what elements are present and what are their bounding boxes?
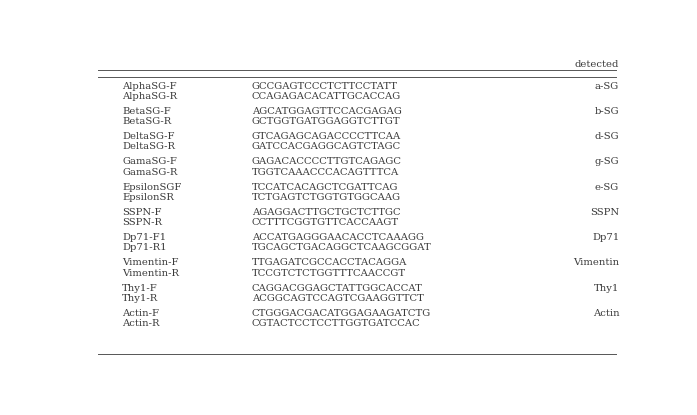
Text: detected: detected: [575, 60, 619, 68]
Text: SSPN-F: SSPN-F: [122, 208, 162, 217]
Text: ACCATGAGGGAACACCTCAAAGG: ACCATGAGGGAACACCTCAAAGG: [252, 233, 424, 242]
Text: Actin-F: Actin-F: [122, 309, 159, 318]
Text: EpsilonSGF: EpsilonSGF: [122, 183, 182, 192]
Text: SSPN-R: SSPN-R: [122, 218, 162, 227]
Text: BetaSG-R: BetaSG-R: [122, 117, 171, 126]
Text: GATCCACGAGGCAGTCTAGC: GATCCACGAGGCAGTCTAGC: [252, 142, 401, 151]
Text: DeltaSG-R: DeltaSG-R: [122, 142, 175, 151]
Text: Thy1-F: Thy1-F: [122, 284, 158, 293]
Text: d-SG: d-SG: [595, 132, 619, 141]
Text: e-SG: e-SG: [595, 183, 619, 192]
Text: AGAGGACTTGCTGCTCTTGC: AGAGGACTTGCTGCTCTTGC: [252, 208, 401, 217]
Text: ACGGCAGTCCAGTCGAAGGTTCT: ACGGCAGTCCAGTCGAAGGTTCT: [252, 294, 424, 303]
Text: TCCGTCTCTGGTTTCAACCGT: TCCGTCTCTGGTTTCAACCGT: [252, 269, 406, 278]
Text: EpsilonSR: EpsilonSR: [122, 193, 174, 202]
Text: Thy1-R: Thy1-R: [122, 294, 158, 303]
Text: Vimentin: Vimentin: [573, 259, 619, 267]
Text: BetaSG-F: BetaSG-F: [122, 107, 171, 116]
Text: AlphaSG-F: AlphaSG-F: [122, 82, 177, 91]
Text: Actin-R: Actin-R: [122, 319, 160, 328]
Text: TCCATCACAGCTCGATTCAG: TCCATCACAGCTCGATTCAG: [252, 183, 399, 192]
Text: AlphaSG-R: AlphaSG-R: [122, 92, 177, 101]
Text: b-SG: b-SG: [595, 107, 619, 116]
Text: CCAGAGACACATTGCACCAG: CCAGAGACACATTGCACCAG: [252, 92, 401, 101]
Text: g-SG: g-SG: [595, 157, 619, 166]
Text: CAGGACGGAGCTATTGGCACCAT: CAGGACGGAGCTATTGGCACCAT: [252, 284, 423, 293]
Text: GTCAGAGCAGACCCCTTCAA: GTCAGAGCAGACCCCTTCAA: [252, 132, 401, 141]
Text: TTGAGATCGCCACCTACAGGA: TTGAGATCGCCACCTACAGGA: [252, 259, 407, 267]
Text: CGTACTCCTCCTTGGTGATCCAC: CGTACTCCTCCTTGGTGATCCAC: [252, 319, 420, 328]
Text: GamaSG-R: GamaSG-R: [122, 168, 178, 176]
Text: Vimentin-R: Vimentin-R: [122, 269, 179, 278]
Text: CTGGGACGACATGGAGAAGATCTG: CTGGGACGACATGGAGAAGATCTG: [252, 309, 431, 318]
Text: Dp71-F1: Dp71-F1: [122, 233, 167, 242]
Text: GamaSG-F: GamaSG-F: [122, 157, 177, 166]
Text: Vimentin-F: Vimentin-F: [122, 259, 178, 267]
Text: GCTGGTGATGGAGGTCTTGT: GCTGGTGATGGAGGTCTTGT: [252, 117, 401, 126]
Text: Dp71-R1: Dp71-R1: [122, 243, 167, 252]
Text: Dp71: Dp71: [592, 233, 619, 242]
Text: a-SG: a-SG: [595, 82, 619, 91]
Text: DeltaSG-F: DeltaSG-F: [122, 132, 175, 141]
Text: TGGTCAAACCCACAGTTTCA: TGGTCAAACCCACAGTTTCA: [252, 168, 399, 176]
Text: AGCATGGAGTTCCACGAGAG: AGCATGGAGTTCCACGAGAG: [252, 107, 401, 116]
Text: SSPN: SSPN: [590, 208, 619, 217]
Text: TCTGAGTCTGGTGTGGCAAG: TCTGAGTCTGGTGTGGCAAG: [252, 193, 401, 202]
Text: Actin: Actin: [592, 309, 619, 318]
Text: Thy1: Thy1: [594, 284, 619, 293]
Text: TGCAGCTGACAGGCTCAAGCGGAT: TGCAGCTGACAGGCTCAAGCGGAT: [252, 243, 431, 252]
Text: GAGACACCCCTTGTCAGAGC: GAGACACCCCTTGTCAGAGC: [252, 157, 402, 166]
Text: GCCGAGTCCCTCTTCCTATT: GCCGAGTCCCTCTTCCTATT: [252, 82, 398, 91]
Text: CCTTTCGGTGTTCACCAAGT: CCTTTCGGTGTTCACCAAGT: [252, 218, 399, 227]
